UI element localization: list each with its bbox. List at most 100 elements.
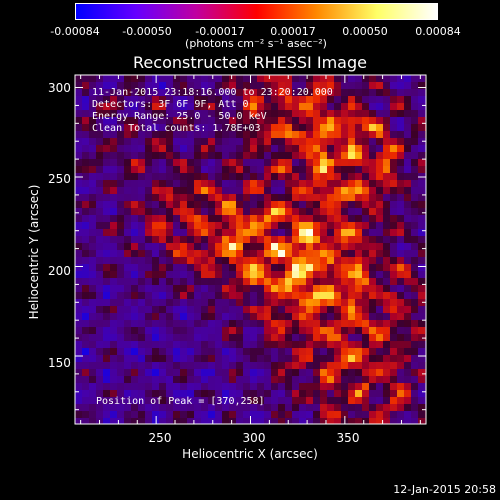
heatmap-cell [131, 327, 138, 334]
heatmap-cell [418, 285, 425, 292]
heatmap-cell [201, 166, 208, 173]
heatmap-cell [313, 173, 320, 180]
heatmap-cell [376, 96, 383, 103]
heatmap-cell [362, 292, 369, 299]
heatmap-cell [208, 250, 215, 257]
heatmap-cell [313, 250, 320, 257]
heatmap-cell [166, 278, 173, 285]
heatmap-cell [110, 152, 117, 159]
heatmap-cell [390, 369, 397, 376]
heatmap-cell [201, 257, 208, 264]
heatmap-cell [362, 138, 369, 145]
heatmap-cell [96, 138, 103, 145]
heatmap-cell [313, 187, 320, 194]
heatmap-cell [397, 166, 404, 173]
heatmap-cell [292, 96, 299, 103]
heatmap-cell [103, 145, 110, 152]
heatmap-cell [145, 229, 152, 236]
heatmap-cell [75, 229, 82, 236]
heatmap-cell [299, 313, 306, 320]
heatmap-cell [369, 159, 376, 166]
heatmap-cell [229, 201, 236, 208]
heatmap-cell [145, 299, 152, 306]
heatmap-cell [145, 313, 152, 320]
heatmap-cell [397, 355, 404, 362]
heatmap-cell [320, 285, 327, 292]
heatmap-cell [285, 285, 292, 292]
heatmap-cell [138, 96, 145, 103]
heatmap-cell [110, 369, 117, 376]
heatmap-cell [271, 376, 278, 383]
heatmap-cell [355, 131, 362, 138]
heatmap-cell [75, 96, 82, 103]
heatmap-cell [96, 215, 103, 222]
heatmap-cell [75, 75, 82, 82]
heatmap-cell [236, 152, 243, 159]
heatmap-cell [222, 355, 229, 362]
heatmap-cell [159, 271, 166, 278]
heatmap-cell [110, 264, 117, 271]
heatmap-cell [292, 390, 299, 397]
heatmap-cell [187, 369, 194, 376]
heatmap-cell [327, 411, 334, 418]
heatmap-cell [194, 278, 201, 285]
heatmap-cell [243, 355, 250, 362]
heatmap-cell [180, 215, 187, 222]
heatmap-cell [194, 362, 201, 369]
heatmap-cell [131, 222, 138, 229]
heatmap-cell [75, 250, 82, 257]
heatmap-cell [145, 82, 152, 89]
heatmap-cell [180, 117, 187, 124]
heatmap-cell [208, 124, 215, 131]
heatmap-cell [355, 166, 362, 173]
heatmap-cell [103, 89, 110, 96]
heatmap-cell [320, 159, 327, 166]
heatmap-cell [208, 292, 215, 299]
heatmap-cell [390, 103, 397, 110]
heatmap-cell [320, 369, 327, 376]
heatmap-cell [152, 369, 159, 376]
heatmap-cell [229, 110, 236, 117]
heatmap-cell [320, 257, 327, 264]
heatmap-cell [271, 271, 278, 278]
heatmap-cell [257, 89, 264, 96]
heatmap-cell [152, 334, 159, 341]
heatmap-cell [75, 383, 82, 390]
heatmap-cell [159, 159, 166, 166]
heatmap-cell [166, 166, 173, 173]
heatmap-cell [138, 201, 145, 208]
heatmap-cell [194, 201, 201, 208]
heatmap-cell [418, 215, 425, 222]
heatmap-cell [376, 376, 383, 383]
heatmap-cell [229, 96, 236, 103]
heatmap-cell [131, 173, 138, 180]
heatmap-cell [404, 96, 411, 103]
heatmap-cell [362, 187, 369, 194]
heatmap-cell [397, 201, 404, 208]
heatmap-cell [124, 376, 131, 383]
heatmap-cell [271, 75, 278, 82]
heatmap-cell [194, 369, 201, 376]
heatmap-cell [208, 404, 215, 411]
heatmap-cell [215, 313, 222, 320]
heatmap-cell [96, 145, 103, 152]
heatmap-cell [103, 257, 110, 264]
heatmap-cell [376, 166, 383, 173]
heatmap-cell [138, 208, 145, 215]
heatmap-cell [180, 285, 187, 292]
heatmap-cell [208, 236, 215, 243]
heatmap-cell [187, 236, 194, 243]
heatmap-cell [89, 369, 96, 376]
heatmap-cell [271, 250, 278, 257]
heatmap-cell [159, 131, 166, 138]
heatmap-cell [236, 327, 243, 334]
colorbar-unit-label: (photons cm⁻² s⁻¹ asec⁻²) [185, 37, 327, 50]
heatmap-cell [320, 215, 327, 222]
heatmap-cell [334, 229, 341, 236]
heatmap-cell [362, 348, 369, 355]
heatmap-cell [320, 229, 327, 236]
heatmap-cell [222, 236, 229, 243]
heatmap-cell [222, 411, 229, 418]
heatmap-cell [229, 229, 236, 236]
heatmap-cell [82, 362, 89, 369]
